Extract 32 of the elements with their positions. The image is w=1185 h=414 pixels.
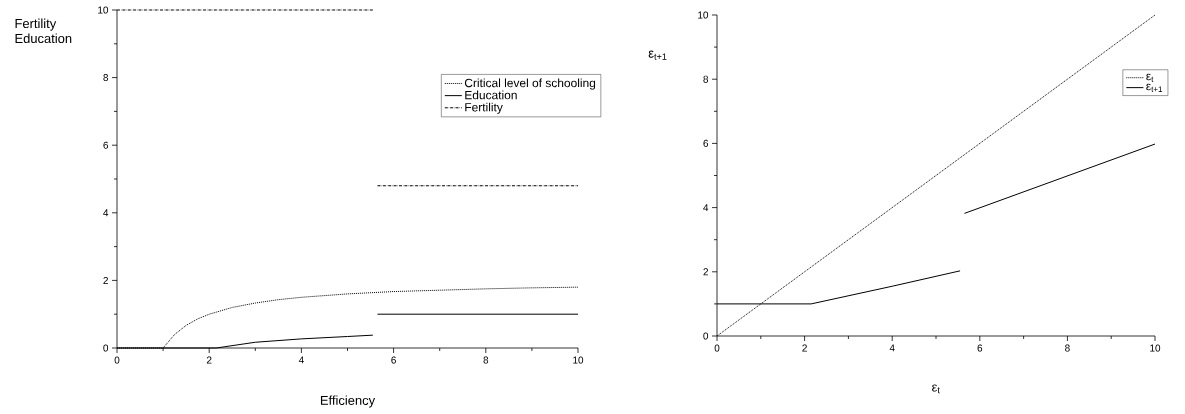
legend-label: Fertility xyxy=(465,102,503,114)
legend-label: ε$_{t+1}$ xyxy=(1146,83,1163,92)
y-tick-label: 4 xyxy=(703,204,709,212)
x-axis-title: ε$_{t}$ xyxy=(932,384,940,394)
y-tick-label: 4 xyxy=(103,209,109,217)
x-tick-label: 0 xyxy=(714,344,720,352)
legend-label: Critical level of schooling xyxy=(464,78,596,90)
y-tick-label: 8 xyxy=(103,74,109,82)
y-axis-title: Fertility Education xyxy=(15,18,72,44)
y-tick-label: 10 xyxy=(698,11,709,19)
x-tick-label: 6 xyxy=(977,344,983,352)
y-tick-label: 10 xyxy=(98,6,109,14)
x-tick-label: 8 xyxy=(1065,344,1070,352)
y-tick-label: 6 xyxy=(703,139,709,147)
x-tick-label: 8 xyxy=(483,356,489,364)
x-tick-label: 6 xyxy=(391,356,396,364)
x-axis-title: Efficiency xyxy=(320,395,376,408)
y-tick-label: 2 xyxy=(103,276,108,284)
y-tick-label: 8 xyxy=(703,75,709,83)
legend-label: Education xyxy=(465,90,517,100)
x-tick-label: 10 xyxy=(573,356,584,364)
legend-label: ε$_{t}$ xyxy=(1146,73,1154,83)
y-tick-label: 0 xyxy=(703,332,709,340)
y-tick-label: 2 xyxy=(703,268,708,276)
x-tick-label: 0 xyxy=(114,356,120,364)
x-tick-label: 10 xyxy=(1150,344,1161,352)
x-tick-label: 2 xyxy=(206,356,212,364)
x-tick-label: 4 xyxy=(889,344,895,352)
x-tick-label: 2 xyxy=(802,344,807,352)
y-tick-label: 6 xyxy=(103,141,109,149)
x-tick-label: 4 xyxy=(298,356,304,364)
y-axis-title: ε$_{t+1}$ xyxy=(648,50,667,60)
